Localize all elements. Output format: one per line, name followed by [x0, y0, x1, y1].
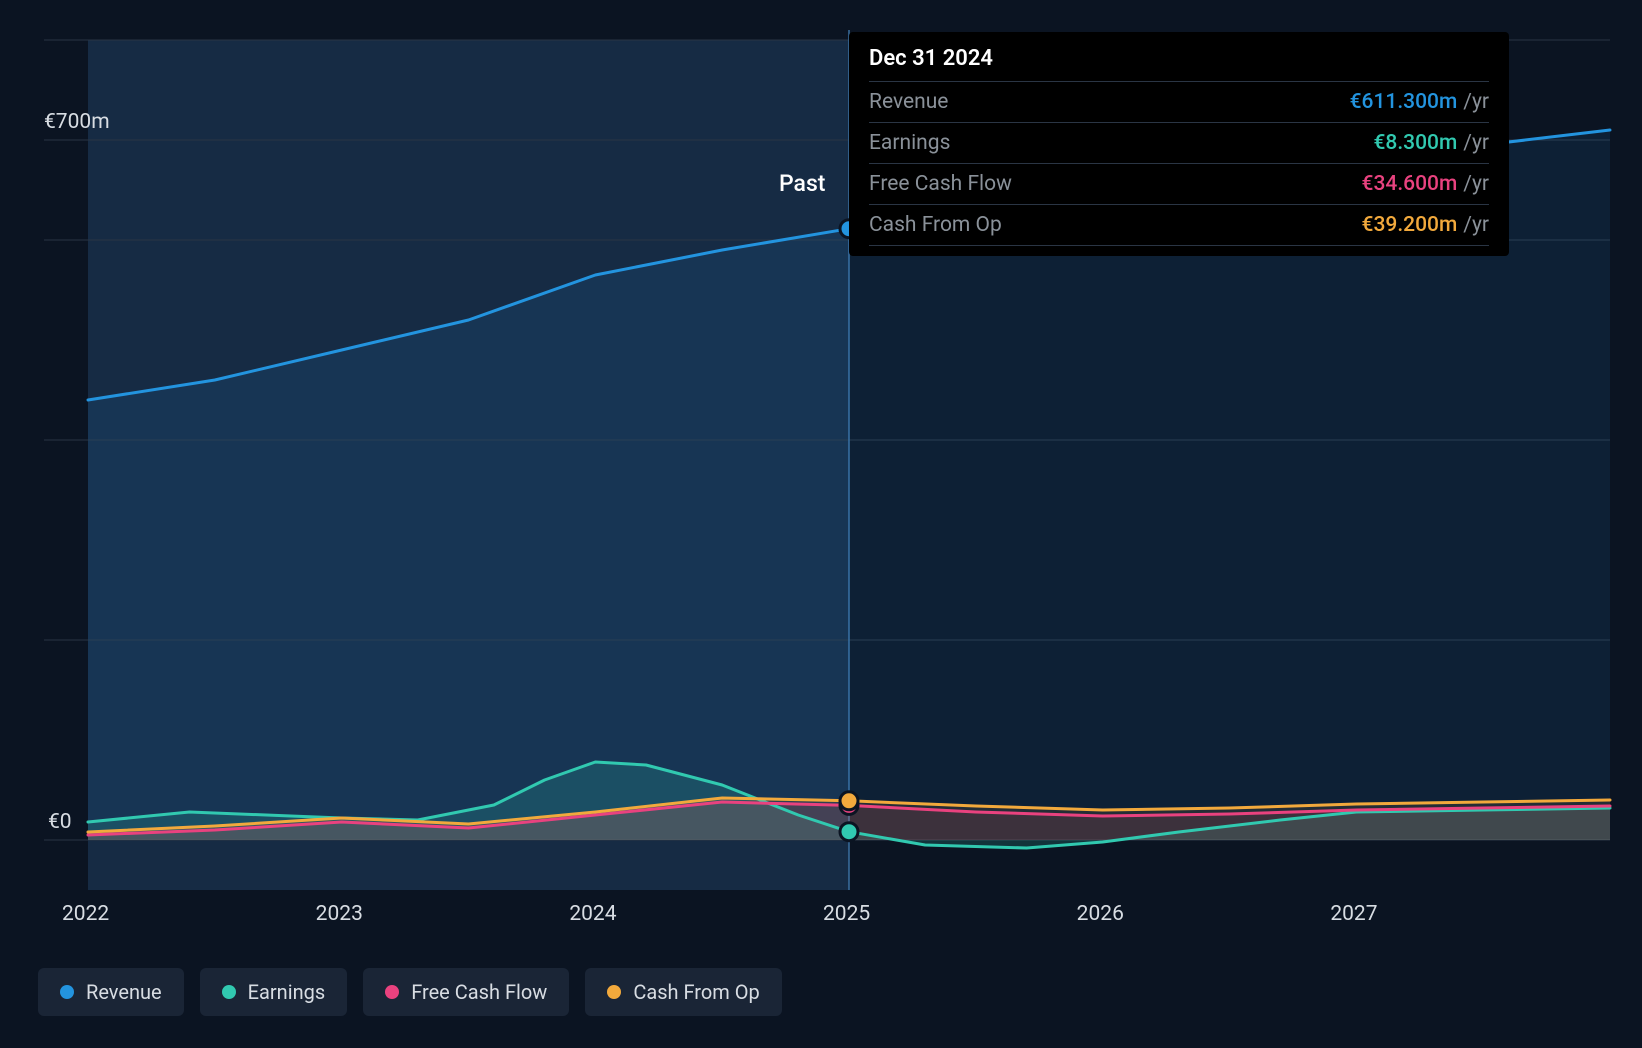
tooltip-metric-value: €611.300m [1350, 90, 1458, 114]
legend-swatch [607, 985, 621, 999]
x-axis-tick: 2026 [1077, 902, 1124, 926]
x-axis-tick: 2022 [62, 902, 109, 926]
tooltip-metric-value: €39.200m [1362, 213, 1458, 237]
legend-swatch [222, 985, 236, 999]
tooltip-metric-value: €8.300m [1373, 131, 1457, 155]
tooltip-unit: /yr [1463, 172, 1489, 196]
legend-label: Free Cash Flow [411, 980, 547, 1004]
region-label-past: Past [779, 170, 825, 197]
chart-legend: Revenue Earnings Free Cash Flow Cash From O… [38, 968, 782, 1016]
legend-item[interactable]: Revenue [38, 968, 184, 1016]
x-axis-tick: 2025 [823, 902, 870, 926]
tooltip-metric-label: Earnings [869, 131, 950, 155]
legend-item[interactable]: Free Cash Flow [363, 968, 569, 1016]
legend-label: Revenue [86, 980, 162, 1004]
legend-label: Earnings [248, 980, 326, 1004]
tooltip-unit: /yr [1463, 131, 1489, 155]
tooltip-date: Dec 31 2024 [869, 46, 1489, 82]
y-axis-label-700: €700m [44, 110, 110, 134]
chart-container: €700m €0 Past Analysts Forecasts 2022202… [0, 0, 1642, 1048]
x-axis-tick: 2027 [1330, 902, 1377, 926]
tooltip-metric-value: €34.600m [1362, 172, 1458, 196]
tooltip-row: Revenue €611.300m/yr [869, 82, 1489, 123]
hover-tooltip: Dec 31 2024 Revenue €611.300m/yr Earnings €… [849, 32, 1509, 256]
tooltip-row: Free Cash Flow €34.600m/yr [869, 164, 1489, 205]
x-axis-tick: 2023 [316, 902, 363, 926]
legend-swatch [60, 985, 74, 999]
tooltip-row: Earnings €8.300m/yr [869, 123, 1489, 164]
legend-label: Cash From Op [633, 980, 759, 1004]
tooltip-metric-label: Free Cash Flow [869, 172, 1012, 196]
tooltip-metric-label: Revenue [869, 90, 948, 114]
tooltip-unit: /yr [1463, 213, 1489, 237]
legend-item[interactable]: Cash From Op [585, 968, 781, 1016]
x-axis-tick: 2024 [569, 902, 616, 926]
y-axis-label-0: €0 [48, 810, 72, 834]
tooltip-metric-label: Cash From Op [869, 213, 1002, 237]
tooltip-row: Cash From Op €39.200m/yr [869, 205, 1489, 246]
legend-item[interactable]: Earnings [200, 968, 348, 1016]
tooltip-unit: /yr [1463, 90, 1489, 114]
legend-swatch [385, 985, 399, 999]
